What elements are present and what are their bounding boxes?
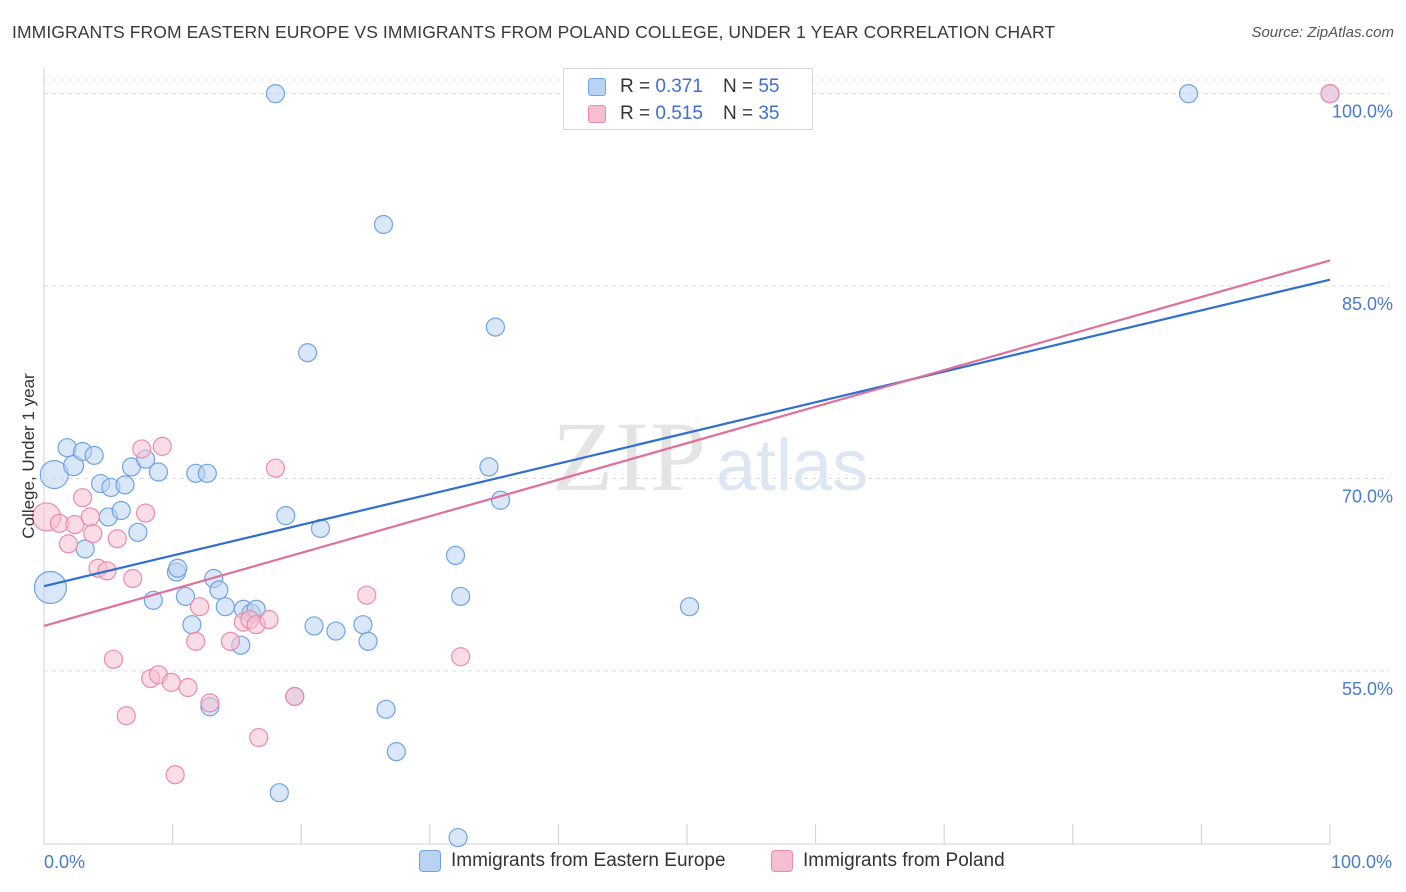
y-axis-label: College, Under 1 year — [19, 373, 38, 539]
watermark-atlas: atlas — [716, 426, 868, 506]
y-tick-label: 100.0% — [1332, 102, 1393, 122]
point-poland — [249, 727, 269, 748]
point-eastern-europe — [479, 457, 499, 477]
point-eastern-europe — [679, 597, 700, 617]
legend-n-value: 35 — [758, 103, 780, 124]
legend-r-label: R = — [620, 76, 651, 97]
point-poland — [107, 529, 127, 549]
point-poland — [103, 649, 124, 669]
chart-title: IMMIGRANTS FROM EASTERN EUROPE VS IMMIGR… — [12, 22, 1056, 42]
series-legend-item-eastern-europe: Immigrants from Eastern Europe — [419, 850, 726, 872]
point-poland — [161, 672, 181, 692]
legend-r-value: 0.371 — [655, 76, 703, 97]
point-poland — [152, 436, 172, 456]
point-eastern-europe — [84, 445, 104, 465]
series-legend: Immigrants from Eastern Europe Immigrant… — [0, 850, 1406, 878]
point-eastern-europe — [215, 597, 235, 617]
point-eastern-europe — [33, 570, 68, 605]
point-eastern-europe — [111, 500, 131, 521]
y-axis-tick-labels: 55.0% 70.0% 85.0% 100.0% — [1332, 102, 1393, 699]
watermark-zip: ZIP — [552, 401, 708, 512]
point-poland — [178, 677, 198, 698]
point-poland — [65, 515, 85, 535]
point-eastern-europe — [448, 827, 468, 848]
point-eastern-europe — [115, 475, 135, 495]
trend-line-poland — [43, 259, 1331, 628]
point-eastern-europe — [353, 615, 373, 635]
point-poland — [123, 568, 143, 589]
gridlines — [44, 79, 1390, 672]
point-eastern-europe — [326, 621, 346, 641]
series-legend-label: Immigrants from Eastern Europe — [451, 850, 726, 871]
correlation-legend: R = 0.371 N = 55 R = 0.515 N = 35 — [563, 68, 813, 130]
y-tick-label: 70.0% — [1342, 486, 1393, 506]
point-eastern-europe — [62, 455, 85, 477]
legend-n-label: N = — [722, 103, 754, 124]
point-poland — [72, 488, 93, 508]
point-poland — [83, 523, 103, 544]
legend-r-label: R = — [620, 103, 651, 124]
point-eastern-europe — [175, 586, 196, 607]
point-poland — [451, 647, 471, 667]
point-poland — [259, 609, 279, 630]
x-tick-label-min: 0.0% — [44, 852, 86, 872]
point-poland — [220, 631, 241, 651]
point-eastern-europe — [358, 631, 378, 651]
x-tick-label-max: 100.0% — [1330, 852, 1392, 872]
legend-n-value: 55 — [758, 76, 780, 97]
point-poland — [135, 503, 156, 523]
point-poland — [200, 693, 220, 713]
legend-row-eastern-europe: R = 0.371 N = 55 — [588, 75, 779, 99]
point-poland — [1320, 84, 1340, 104]
series-legend-item-poland: Immigrants from Poland — [771, 850, 1005, 872]
point-eastern-europe — [128, 522, 148, 542]
point-poland — [190, 597, 210, 617]
y-tick-label: 85.0% — [1342, 294, 1393, 314]
point-poland — [285, 686, 305, 707]
point-eastern-europe — [148, 462, 169, 482]
trend-line-eastern-europe — [43, 278, 1331, 588]
point-poland — [265, 458, 286, 478]
point-poland — [132, 439, 152, 459]
legend-row-poland: R = 0.515 N = 35 — [588, 102, 779, 126]
point-eastern-europe — [269, 783, 289, 803]
point-eastern-europe — [373, 214, 394, 235]
point-eastern-europe — [1178, 84, 1199, 104]
chart-source: Source: ZipAtlas.com — [1251, 24, 1394, 41]
point-poland — [357, 585, 377, 605]
x-axis-ticks — [43, 824, 1331, 844]
y-tick-label: 55.0% — [1342, 679, 1393, 699]
series-legend-label: Immigrants from Poland — [803, 850, 1005, 871]
point-eastern-europe — [386, 742, 406, 762]
point-eastern-europe — [168, 558, 188, 578]
point-poland — [80, 507, 100, 527]
point-eastern-europe — [265, 84, 286, 104]
series-swatch-pink — [771, 850, 793, 872]
point-eastern-europe — [276, 506, 296, 526]
point-eastern-europe — [209, 580, 229, 600]
point-poland — [58, 534, 79, 554]
point-eastern-europe — [298, 343, 318, 363]
point-eastern-europe — [182, 615, 202, 635]
legend-n-label: N = — [722, 76, 754, 97]
trend-lines — [43, 259, 1331, 628]
point-eastern-europe — [304, 616, 324, 636]
point-poland — [186, 631, 206, 651]
point-poland — [165, 765, 185, 785]
legend-swatch-blue — [588, 78, 606, 96]
series-swatch-blue — [419, 850, 441, 872]
point-eastern-europe — [445, 545, 466, 566]
point-eastern-europe — [451, 586, 471, 607]
point-eastern-europe — [376, 699, 396, 719]
point-eastern-europe — [197, 463, 217, 483]
point-poland — [116, 706, 136, 726]
point-eastern-europe — [485, 317, 505, 337]
legend-swatch-pink — [588, 105, 606, 123]
legend-r-value: 0.515 — [655, 103, 703, 124]
data-points — [31, 84, 1340, 848]
